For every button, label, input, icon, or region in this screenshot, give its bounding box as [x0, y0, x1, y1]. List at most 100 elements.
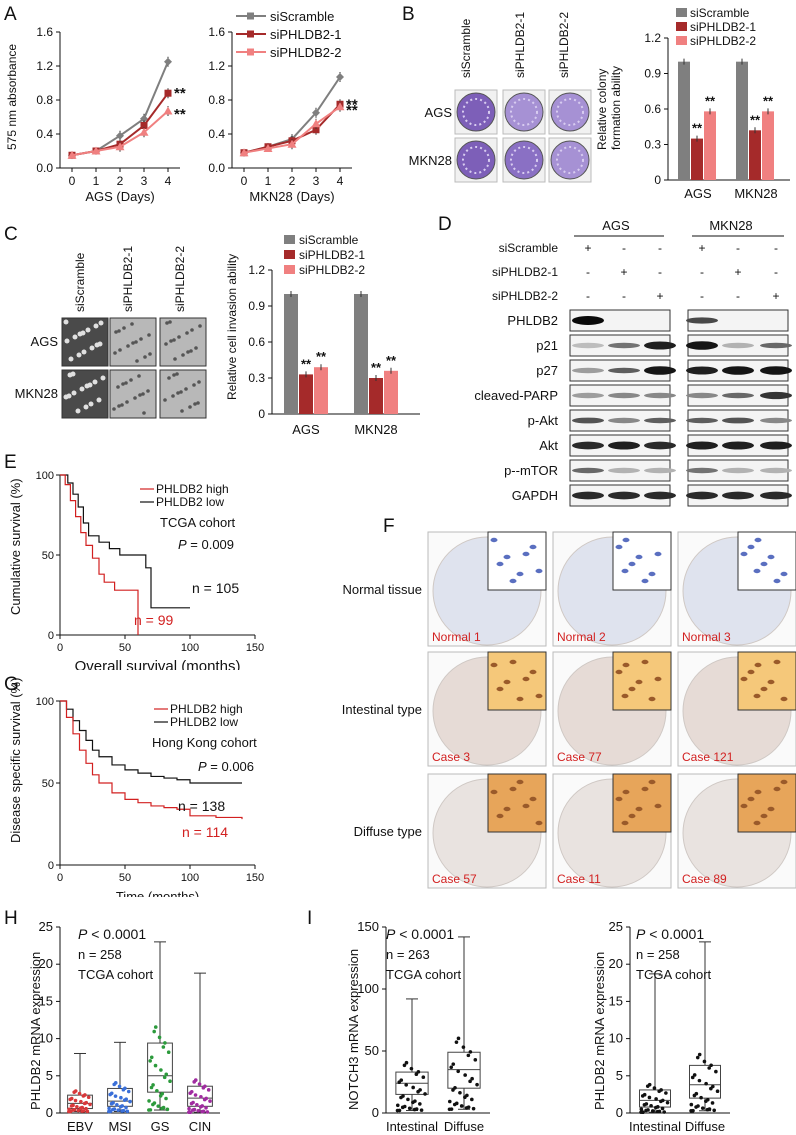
- legend-swatch: [284, 265, 295, 274]
- nucleus: [622, 789, 630, 795]
- cell-dot: [163, 398, 167, 402]
- y-tick-label: 50: [42, 778, 54, 790]
- column-label: siPHLDB2-2: [173, 246, 187, 312]
- cohort-label: TCGA cohort: [78, 967, 154, 982]
- cell-dot: [72, 334, 78, 340]
- category-label: EBV: [67, 1119, 93, 1134]
- blot-band: [686, 467, 718, 474]
- p-number: < 0.0001: [87, 926, 146, 942]
- cell-dot: [130, 322, 134, 326]
- nucleus: [760, 813, 768, 819]
- data-point: [115, 1103, 119, 1107]
- lane-mark: +: [620, 265, 627, 279]
- data-point: [128, 1099, 132, 1104]
- colony-texture: [556, 98, 584, 126]
- data-point: [112, 1107, 117, 1111]
- data-point: [86, 1095, 91, 1100]
- nucleus: [535, 568, 543, 574]
- significance-mark: **: [386, 353, 397, 368]
- data-point: [468, 1050, 473, 1054]
- blot-label-p21: p21: [536, 338, 558, 353]
- case-label: Normal 2: [557, 630, 606, 644]
- invasion-image: [159, 317, 207, 367]
- nucleus: [621, 568, 629, 574]
- cell-dot: [173, 357, 177, 361]
- blot-band: [686, 441, 718, 450]
- cell-dot: [122, 326, 126, 330]
- data-point: [712, 1108, 717, 1113]
- nucleus: [641, 578, 649, 584]
- data-point: [458, 1091, 462, 1095]
- data-point: [151, 1083, 155, 1087]
- category-label: AGS: [292, 422, 320, 437]
- data-point: [414, 1072, 419, 1076]
- x-tick-label: 4: [165, 174, 172, 188]
- lane-mark: -: [700, 265, 704, 279]
- data-point: [707, 1107, 712, 1111]
- cell-dot: [129, 378, 133, 382]
- nucleus: [773, 786, 781, 792]
- y-tick-label: 0: [48, 860, 54, 872]
- data-point: [401, 1094, 405, 1098]
- data-point: [700, 1106, 705, 1110]
- nucleus: [780, 571, 788, 577]
- blot-band: [760, 391, 792, 400]
- cell-dot: [135, 359, 139, 363]
- data-point: [642, 1092, 647, 1097]
- y-axis-label: PHLDB2 mRNA expression: [28, 952, 43, 1110]
- panel-a-chart-ags: 0.0 0.4 0.8 1.2 1.6 0 1 2 3 4 AGS (Days) ** **: [36, 25, 186, 204]
- nucleus: [503, 554, 511, 560]
- data-point: [456, 1036, 461, 1041]
- data-point: [465, 1093, 469, 1098]
- y-tick-label: 20: [609, 956, 623, 971]
- case-label: Case 77: [557, 750, 602, 764]
- p-value-label: P < 0.0001: [386, 926, 454, 942]
- legend-marker: [247, 30, 254, 38]
- data-point: [115, 142, 125, 151]
- blot-label-Akt: Akt: [539, 438, 558, 453]
- bar-siScramble: [284, 294, 298, 414]
- nucleus: [641, 786, 649, 792]
- x-tick-label: 1: [265, 174, 272, 188]
- cohort-label: TCGA cohort: [160, 515, 236, 530]
- category-label: AGS: [684, 186, 712, 201]
- significance-mark: **: [763, 93, 774, 108]
- nucleus: [760, 686, 768, 692]
- data-point: [80, 1105, 85, 1110]
- nucleus: [509, 786, 517, 792]
- data-point: [187, 1106, 191, 1111]
- blot-band: [686, 317, 718, 324]
- data-point: [691, 1108, 695, 1113]
- blot-band: [608, 467, 640, 474]
- cell-dot: [168, 320, 172, 324]
- data-point: [208, 1099, 212, 1103]
- cell-dot: [175, 372, 179, 376]
- y-tick-label: 0.4: [36, 127, 53, 141]
- data-point: [662, 1110, 667, 1114]
- data-point: [164, 1072, 169, 1077]
- bar-siPHLDB2-1: [369, 378, 383, 414]
- data-point: [451, 1062, 456, 1066]
- panel-letter-f: F: [383, 516, 395, 537]
- y-tick-label: 1.6: [208, 25, 225, 39]
- data-point: [263, 143, 273, 152]
- category-label: Intestinal: [386, 1119, 438, 1134]
- data-point: [75, 1104, 79, 1109]
- data-point: [461, 1045, 466, 1049]
- blot-band: [722, 366, 754, 375]
- significance-mark: **: [692, 121, 703, 136]
- legend-label-high: PHLDB2 high: [170, 702, 243, 716]
- y-tick-label: 1.2: [248, 263, 265, 277]
- lane-mark: -: [658, 241, 662, 255]
- data-point: [649, 1104, 653, 1108]
- ihc-inset: [737, 651, 796, 711]
- data-point: [702, 1059, 707, 1064]
- y-tick-label: 0.9: [248, 299, 265, 313]
- y-tick-label: 25: [39, 919, 53, 934]
- blot-band: [686, 392, 718, 399]
- bar-siPHLDB2-2: [314, 367, 328, 414]
- row-label: MKN28: [15, 386, 58, 401]
- y-axis-label: NOTCH3 mRNA expression: [346, 949, 361, 1110]
- legend-label: siScramble: [299, 233, 359, 247]
